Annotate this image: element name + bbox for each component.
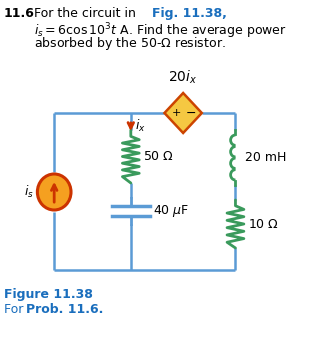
Text: 40 $\mu$F: 40 $\mu$F xyxy=(153,203,189,219)
Text: absorbed by the 50-$\Omega$ resistor.: absorbed by the 50-$\Omega$ resistor. xyxy=(34,35,225,52)
Text: +: + xyxy=(172,108,181,118)
Text: −: − xyxy=(185,106,196,119)
Text: 50 $\Omega$: 50 $\Omega$ xyxy=(143,150,174,163)
Circle shape xyxy=(37,174,71,210)
Text: 10 $\Omega$: 10 $\Omega$ xyxy=(247,217,279,230)
Text: 20 mH: 20 mH xyxy=(245,151,286,164)
Text: $20i_x$: $20i_x$ xyxy=(168,69,198,86)
Text: $i_s = 6\cos 10^3 t$ A. Find the average power: $i_s = 6\cos 10^3 t$ A. Find the average… xyxy=(34,21,287,40)
Text: Figure 11.38: Figure 11.38 xyxy=(4,288,93,301)
Text: $i_s$: $i_s$ xyxy=(24,184,34,200)
Text: For the circuit in: For the circuit in xyxy=(34,7,136,20)
Polygon shape xyxy=(164,93,202,133)
Text: Prob. 11.6.: Prob. 11.6. xyxy=(26,303,104,316)
Text: For: For xyxy=(4,303,27,316)
Text: 11.6: 11.6 xyxy=(4,7,35,20)
Text: $i_x$: $i_x$ xyxy=(135,118,145,134)
Text: Fig. 11.38,: Fig. 11.38, xyxy=(152,7,227,20)
